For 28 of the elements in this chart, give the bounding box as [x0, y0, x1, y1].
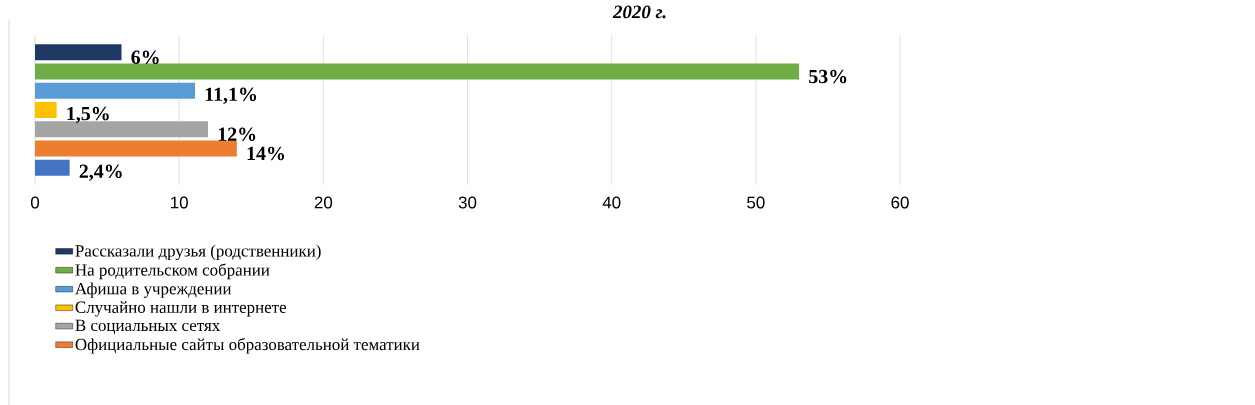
x-tick-label: 50	[747, 196, 765, 209]
x-tick-label: 10	[171, 196, 188, 209]
legend-label: Афиша в учреждении	[75, 282, 232, 298]
x-tick-label: 40	[602, 196, 621, 209]
legend-label: Рассказали друзья (родственники)	[75, 244, 321, 260]
legend-label: На родительском собрании	[75, 263, 270, 279]
bar	[35, 121, 209, 138]
bar	[35, 140, 237, 157]
legend-label: В социальных сетях	[75, 319, 221, 334]
x-tick-label: 20	[314, 196, 333, 209]
bar	[35, 44, 122, 61]
bar	[35, 101, 57, 118]
data-label: 2,4%	[79, 164, 122, 181]
data-label: 1,5%	[67, 106, 109, 123]
chart-title: 2020 г.	[612, 5, 666, 19]
x-tick-label: 30	[458, 196, 477, 209]
legend-label: Случайно нашли в интернете	[75, 301, 287, 317]
bar	[35, 63, 800, 80]
data-label: 11,1%	[205, 87, 257, 104]
data-label: 14%	[247, 146, 285, 161]
data-label: 6%	[131, 50, 159, 64]
x-tick-label: 0	[30, 196, 40, 209]
data-label: 12%	[218, 127, 256, 141]
bar	[35, 159, 70, 176]
data-label: 53%	[809, 69, 847, 84]
bar	[35, 82, 196, 99]
legend-label: Официальные сайты образовательной тематики	[75, 337, 420, 354]
x-tick-label: 60	[891, 196, 909, 209]
